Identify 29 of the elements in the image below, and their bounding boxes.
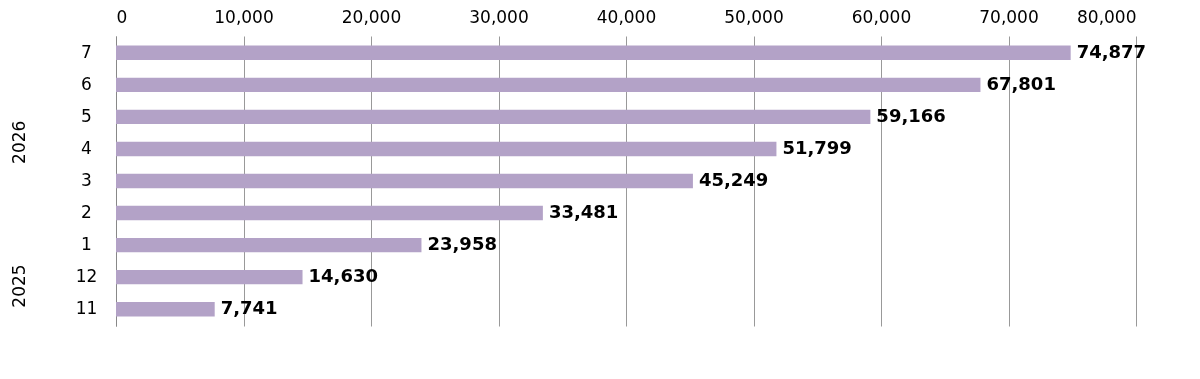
x-tick-label: 80,000 [1077,6,1137,27]
text: 2026 [9,120,29,164]
data-label: 67,801 [986,72,1056,94]
data-label: 14,630 [308,265,378,287]
y-tick-label: 7 [81,41,92,62]
y-tick-label: 6 [81,73,92,94]
y-tick-label: 4 [81,137,92,158]
data-label: 7,741 [220,297,278,319]
y-tick-label: 5 [81,105,92,126]
x-tick-label: 50,000 [724,6,784,27]
text: 2025 [9,264,29,308]
data-label: 74,877 [1076,40,1147,62]
y-tick-label: 12 [75,266,98,287]
x-tick-label: 30,000 [469,6,529,27]
x-tick-label: 10,000 [214,6,274,27]
x-tick-label: 0 [116,6,128,27]
y-tick-label: 3 [81,170,92,190]
data-label: 51,799 [782,136,852,158]
y-tick-label: 2 [81,202,92,223]
data-label: 45,249 [698,169,769,190]
data-label: 59,166 [876,104,946,126]
x-tick-label: 70,000 [979,6,1039,27]
y-tick-label: 1 [81,234,92,255]
data-label: 33,481 [548,201,619,223]
x-tick-label: 20,000 [341,6,402,27]
x-tick-label: 40,000 [596,6,657,27]
x-tick-label: 60,000 [851,6,912,27]
y-tick-label: 11 [75,298,98,319]
data-label: 23,958 [427,233,497,255]
